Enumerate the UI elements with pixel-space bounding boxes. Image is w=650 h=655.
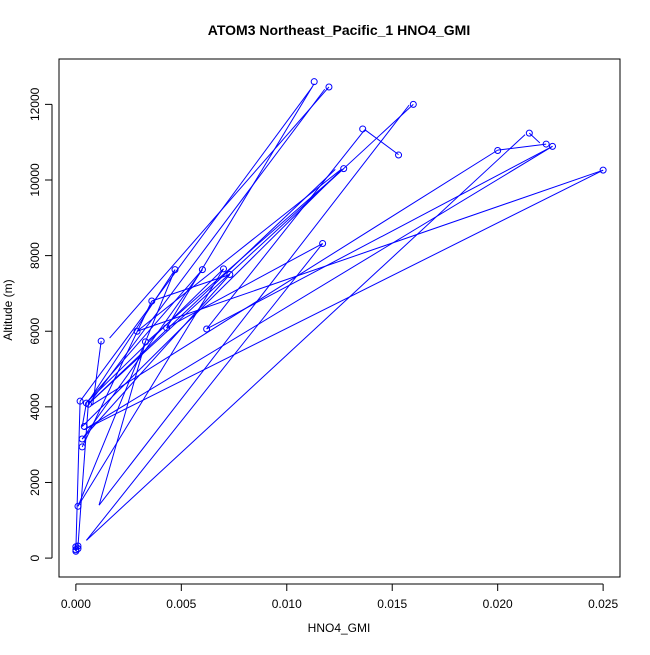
series-line-segment bbox=[84, 145, 553, 430]
data-point bbox=[78, 443, 86, 451]
series-line-segment bbox=[88, 269, 176, 402]
data-point bbox=[599, 166, 607, 174]
x-tick-label: 0.000 bbox=[61, 597, 91, 611]
plot-frame bbox=[58, 58, 621, 578]
data-point bbox=[325, 83, 333, 91]
x-tick-label: 0.010 bbox=[272, 597, 302, 611]
series-line-segment bbox=[166, 243, 323, 329]
y-axis: 0 2000 4000 6000 8000 10000 12000 bbox=[28, 87, 53, 561]
series-line-segment bbox=[206, 145, 553, 330]
data-point bbox=[148, 297, 156, 305]
series-line-segment bbox=[86, 134, 526, 541]
data-point bbox=[74, 545, 82, 553]
y-tick-label: 0 bbox=[28, 554, 42, 561]
series-line-segment bbox=[206, 129, 366, 330]
series-line-segment bbox=[81, 169, 342, 427]
data-point bbox=[133, 327, 141, 335]
series-line-segment bbox=[88, 169, 336, 405]
series-line-segment bbox=[86, 268, 224, 404]
series-line-segment bbox=[79, 87, 313, 402]
series-line-segment bbox=[77, 269, 176, 507]
series-line-segment bbox=[364, 129, 399, 156]
data-point bbox=[82, 399, 90, 407]
data-point bbox=[76, 397, 84, 405]
series-line-segment bbox=[136, 169, 604, 332]
x-tick-label: 0.020 bbox=[483, 597, 513, 611]
y-tick-label: 2000 bbox=[28, 469, 42, 496]
series-line-segment bbox=[136, 168, 342, 332]
series-line-segment bbox=[528, 132, 541, 144]
x-tick-label: 0.005 bbox=[166, 597, 196, 611]
series-line-segment bbox=[109, 86, 330, 339]
x-axis-label: HNO4_GMI bbox=[308, 621, 371, 635]
data-point bbox=[359, 125, 367, 133]
series-line-segment bbox=[81, 274, 231, 440]
y-axis-label: Altitude (m) bbox=[1, 279, 15, 340]
data-point bbox=[203, 325, 211, 333]
x-tick-label: 0.015 bbox=[377, 597, 407, 611]
series-line-segment bbox=[86, 243, 324, 541]
data-point bbox=[72, 543, 80, 551]
series-line-segment bbox=[81, 269, 203, 440]
y-tick-label: 12000 bbox=[28, 87, 42, 121]
series-line-segment bbox=[90, 149, 498, 407]
data-point bbox=[319, 240, 327, 248]
chart-title: ATOM3 Northeast_Pacific_1 HNO4_GMI bbox=[208, 22, 470, 38]
data-point bbox=[542, 140, 550, 148]
x-axis: 0.000 0.005 0.010 0.015 0.020 0.025 bbox=[61, 583, 618, 611]
data-point bbox=[80, 423, 88, 431]
series-lines bbox=[75, 83, 604, 552]
data-point bbox=[340, 165, 348, 173]
data-point bbox=[74, 502, 82, 510]
series-line-segment bbox=[86, 269, 203, 404]
y-tick-label: 10000 bbox=[28, 163, 42, 197]
data-point bbox=[198, 266, 206, 274]
series-line-segment bbox=[98, 104, 410, 506]
series-points bbox=[72, 78, 607, 555]
series-line-segment bbox=[98, 341, 146, 506]
data-point bbox=[171, 266, 179, 274]
series-line-segment bbox=[497, 143, 547, 151]
data-point bbox=[409, 100, 417, 108]
data-point bbox=[494, 147, 502, 155]
series-line-segment bbox=[77, 268, 224, 507]
data-point bbox=[549, 142, 557, 150]
series-line-segment bbox=[84, 169, 604, 430]
data-point bbox=[395, 151, 403, 159]
y-tick-label: 8000 bbox=[28, 242, 42, 269]
series-line-segment bbox=[81, 402, 87, 427]
data-point bbox=[78, 435, 86, 443]
y-tick-label: 4000 bbox=[28, 393, 42, 420]
data-point bbox=[141, 338, 149, 346]
data-point bbox=[220, 265, 228, 273]
data-point bbox=[525, 129, 533, 137]
series-line-segment bbox=[75, 401, 81, 550]
data-point bbox=[163, 324, 171, 332]
data-point bbox=[97, 337, 105, 345]
y-tick-label: 6000 bbox=[28, 318, 42, 345]
x-tick-label: 0.025 bbox=[588, 597, 618, 611]
data-point bbox=[226, 271, 234, 279]
data-point bbox=[310, 78, 318, 86]
